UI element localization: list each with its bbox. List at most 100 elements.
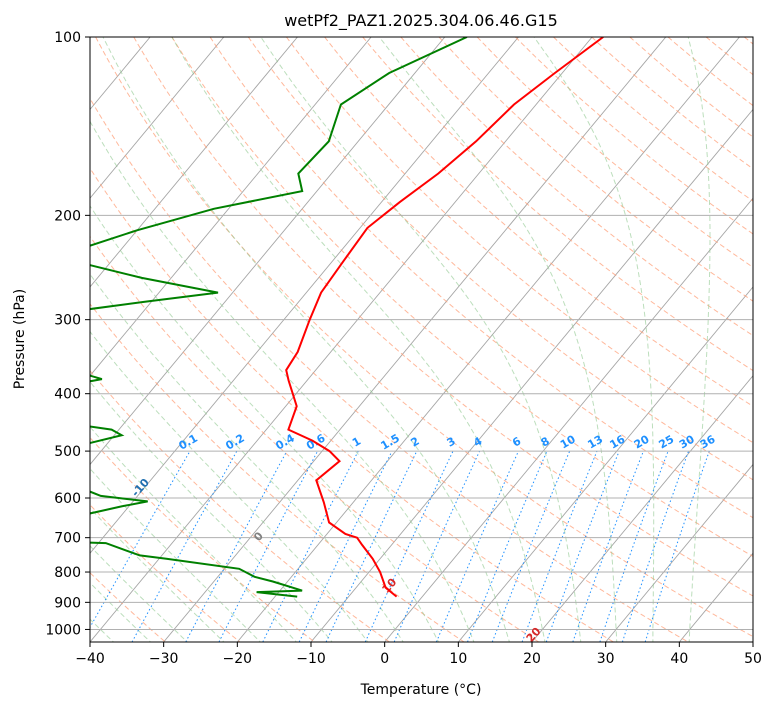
dry-adiabat-line [400, 37, 753, 337]
dry-adiabat-line [90, 303, 465, 642]
x-tick-label: −40 [75, 651, 105, 667]
temperature-series-line [285, 37, 604, 598]
mixing-ratio-label: 0.1 [177, 432, 200, 453]
moist-adiabat-line [533, 37, 655, 642]
x-axis-label: Temperature (°C) [360, 682, 482, 698]
isotherm-line [310, 108, 753, 642]
background-lines [0, 37, 753, 642]
dry-adiabat-line [171, 37, 753, 557]
isotherm-line [0, 37, 3, 642]
dry-adiabat-line [90, 436, 316, 642]
mixing-ratio-line [491, 450, 571, 642]
mixing-ratio-line [467, 450, 548, 642]
moist-adiabat-line [260, 37, 582, 642]
moist-adiabat-line [90, 205, 440, 642]
dry-adiabat-line [90, 235, 540, 642]
dewpoint-series-line [90, 37, 468, 598]
dry-adiabat-label: 30 [682, 674, 702, 694]
mixing-ratio-label: 0.2 [223, 432, 246, 453]
mixing-ratio-label: 16 [608, 432, 628, 451]
mixing-ratio-label: 4 [471, 434, 484, 449]
mixing-ratio-label: 2 [408, 435, 421, 450]
x-tick-label: 40 [670, 651, 688, 667]
y-tick-label: 600 [54, 491, 81, 507]
x-axis-ticks: −40 −30 −20 −10 0 10 20 30 40 50 [75, 642, 762, 667]
isotherm-line [90, 37, 593, 642]
x-tick-label: 0 [380, 651, 389, 667]
dry-adiabat-line [476, 37, 753, 268]
isotherm-line [90, 37, 225, 199]
mixing-ratio-label: 25 [656, 433, 676, 452]
line-labels: 0.10.20.40.611.52346810131620253036-100-… [23, 427, 718, 694]
y-axis-ticks: 100 200 300 400 500 600 700 800 900 1000 [45, 30, 90, 638]
y-tick-label: 400 [54, 387, 81, 403]
mixing-ratio-line [621, 450, 690, 642]
dry-adiabat-line [133, 37, 753, 597]
dry-adiabat-line [591, 37, 753, 170]
dry-adiabat-line [553, 37, 753, 202]
dry-adiabat-line [515, 37, 753, 235]
mixing-ratio-line [572, 450, 644, 642]
mixing-ratio-label: 3 [445, 435, 458, 450]
mixing-ratio-line [599, 450, 669, 642]
isotherm-line [384, 197, 753, 642]
mixing-ratio-label: 13 [585, 433, 605, 452]
y-tick-label: 800 [54, 565, 81, 581]
dry-adiabat-line [90, 97, 689, 642]
dry-adiabat-line [285, 37, 753, 444]
dry-adiabat-line [209, 37, 753, 519]
mixing-ratio-line [435, 450, 519, 642]
moist-adiabat-line [90, 381, 333, 642]
mixing-ratio-line [393, 450, 481, 642]
dry-adiabat-line [667, 37, 753, 107]
x-tick-label: 10 [449, 651, 467, 667]
mixing-ratio-line [644, 450, 710, 642]
y-axis-label: Pressure (hPa) [12, 289, 28, 389]
isotherm-line [236, 37, 740, 642]
moist-adiabat-line [378, 37, 618, 642]
mixing-ratio-line [218, 450, 319, 642]
isotherm-line [90, 37, 446, 466]
mixing-ratio-label: 20 [632, 432, 652, 451]
isotherm-line [90, 37, 298, 288]
dry-adiabat-line [743, 37, 753, 45]
dry-adiabat-line [95, 37, 753, 638]
isotherm-line [457, 286, 753, 642]
dry-adiabat-line [90, 504, 241, 642]
isotherm-line [605, 463, 753, 642]
dry-adiabat-label: 0 [251, 529, 266, 544]
x-tick-label: 20 [523, 651, 541, 667]
x-tick-label: −30 [149, 651, 179, 667]
moist-adiabat-line [90, 330, 369, 642]
mixing-ratio-line [545, 450, 620, 642]
x-tick-label: −20 [223, 651, 253, 667]
mixing-ratio-label: 10 [558, 432, 578, 451]
grid [90, 36, 753, 630]
y-tick-label: 700 [54, 531, 81, 547]
y-tick-label: 300 [54, 313, 81, 329]
isotherm-line [163, 37, 667, 642]
mixing-ratio-label: 1.5 [379, 432, 402, 453]
isotherm-line [752, 641, 753, 642]
moist-adiabat-line [90, 273, 404, 642]
mixing-ratio-line [298, 450, 393, 642]
isotherm-line [90, 37, 519, 554]
moist-adiabat-line [90, 120, 475, 642]
isotherm-line [90, 37, 372, 377]
isotherm-line [531, 375, 753, 642]
y-tick-label: 900 [54, 595, 81, 611]
mixing-ratio-line [262, 450, 359, 642]
dry-adiabat-label: -20 [23, 427, 46, 451]
moist-adiabat-line [90, 545, 189, 642]
dry-adiabat-line [90, 167, 614, 642]
dry-adiabat-label: -10 [129, 476, 152, 500]
mixing-ratio-label: 8 [539, 435, 552, 450]
mixing-ratio-label: 0.4 [273, 431, 297, 452]
mixing-ratio-line [131, 450, 238, 642]
mixing-ratio-label: 6 [510, 434, 523, 449]
dry-adiabat-line [705, 37, 753, 76]
y-tick-label: 500 [54, 444, 81, 460]
y-tick-label: 100 [54, 30, 81, 46]
dry-adiabat-line [247, 37, 753, 481]
